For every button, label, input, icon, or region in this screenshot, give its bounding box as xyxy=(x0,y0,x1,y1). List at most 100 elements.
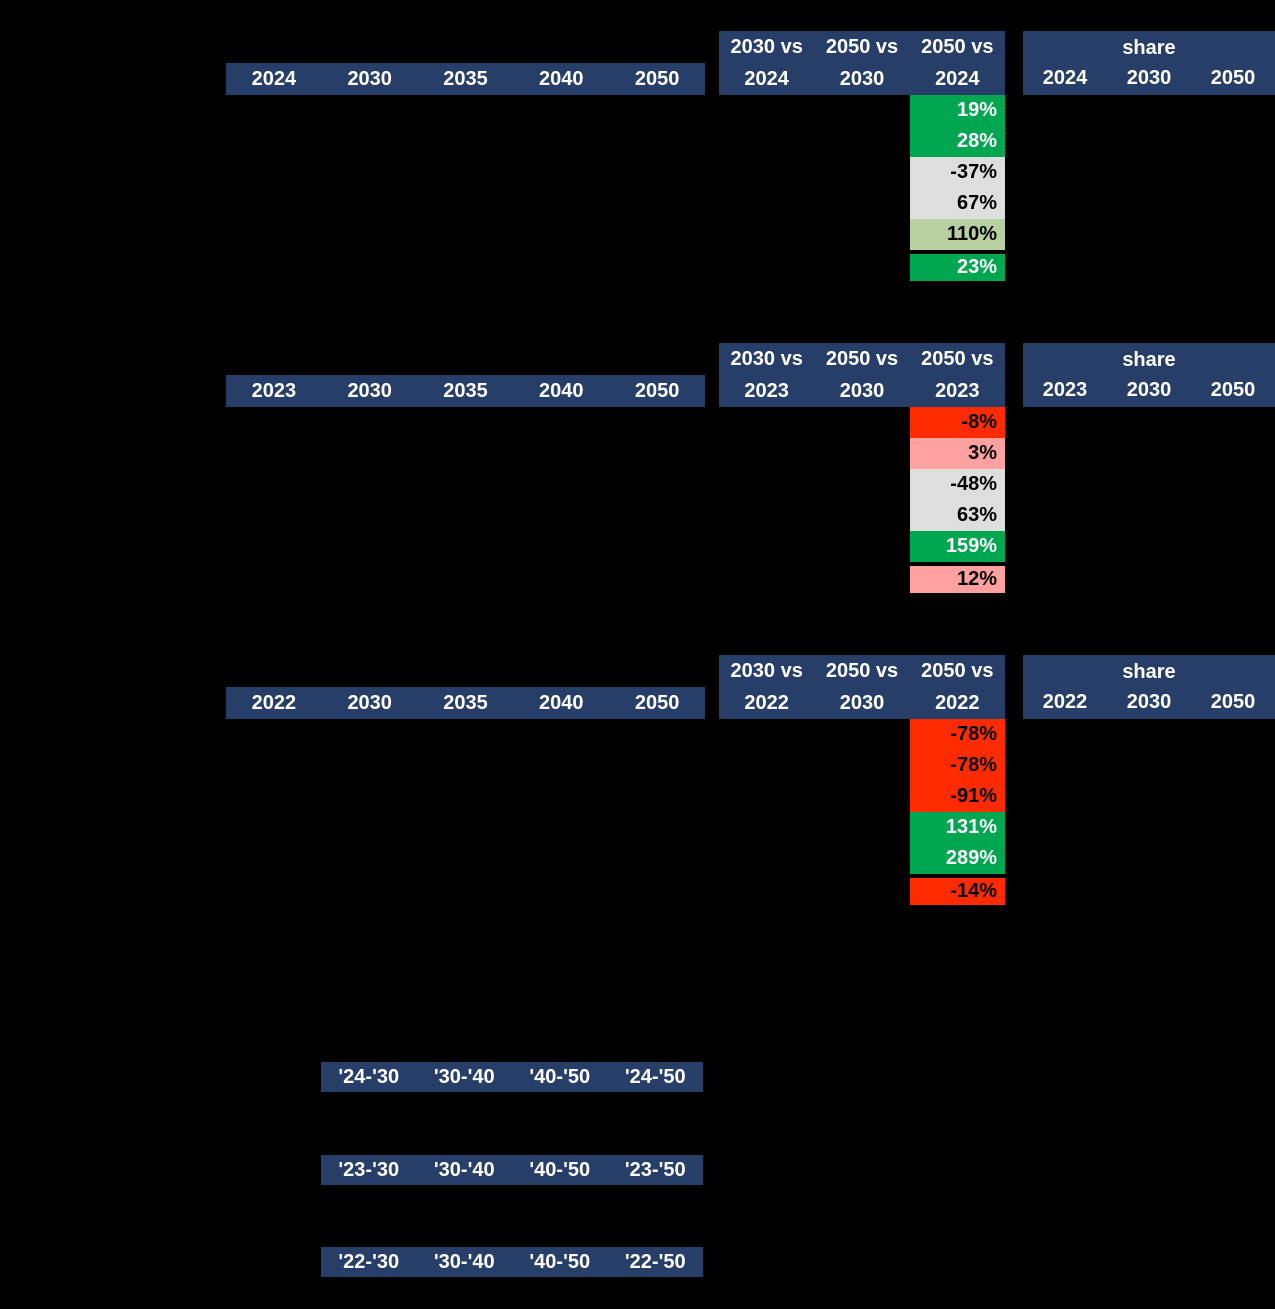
comparison-header-cell: 2050 vs 2030 xyxy=(814,343,909,407)
cell-gap xyxy=(910,562,1005,566)
share-year-cell: 2030 xyxy=(1126,67,1172,89)
period-header-cell: '30-'40 xyxy=(433,1159,495,1181)
year-header-cell: 2030 xyxy=(347,68,392,90)
change-cell: 63% xyxy=(910,500,1005,531)
comparison-header-line1: 2050 vs xyxy=(825,36,899,58)
comparison-header-line2: 2024 xyxy=(744,68,789,90)
change-cell: -78% xyxy=(910,750,1005,781)
comparison-header-cell: 2050 vs 2024 xyxy=(910,31,1005,95)
year-header-cell: 2040 xyxy=(539,692,584,714)
comparison-header-line1: 2030 vs xyxy=(730,348,803,370)
change-cell: -78% xyxy=(910,719,1005,750)
share-header-2022: share 2022 2030 2050 xyxy=(1023,655,1275,719)
change-cell: 159% xyxy=(910,531,1005,562)
comparison-header-line1: 2050 vs xyxy=(921,348,994,370)
year-header-cell: 2040 xyxy=(539,380,584,402)
change-cell: -48% xyxy=(910,469,1005,500)
total-change-cell: -14% xyxy=(910,878,1005,905)
change-cell: -8% xyxy=(910,407,1005,438)
period-header-cell: '30-'40 xyxy=(433,1251,495,1273)
comparison-header-2023: 2030 vs 2023 2050 vs 2030 2050 vs 2023 xyxy=(719,343,1005,407)
comparison-header-line2: 2030 xyxy=(839,692,885,714)
comparison-header-2022: 2030 vs 2022 2050 vs 2030 2050 vs 2022 xyxy=(719,655,1005,719)
change-cell: -91% xyxy=(910,781,1005,812)
cell-gap xyxy=(910,874,1005,878)
share-year-cell: 2050 xyxy=(1210,67,1256,89)
period-header-cell: '24-'50 xyxy=(624,1066,686,1088)
period-header-cell: '22-'50 xyxy=(624,1251,686,1273)
year-header-cell: 2030 xyxy=(347,692,392,714)
period-header-cell: '24-'30 xyxy=(338,1066,400,1088)
comparison-header-line2: 2022 xyxy=(935,692,980,714)
year-header-cell: 2022 xyxy=(251,692,297,714)
period-header-cell: '23-'30 xyxy=(338,1159,400,1181)
period-header-bar-22: '22-'30 '30-'40 '40-'50 '22-'50 xyxy=(321,1247,703,1277)
year-header-cell: 2035 xyxy=(443,692,488,714)
period-header-bar-23: '23-'30 '30-'40 '40-'50 '23-'50 xyxy=(321,1155,703,1185)
comparison-header-line2: 2022 xyxy=(744,692,789,714)
comparison-header-cell: 2030 vs 2023 xyxy=(719,343,814,407)
comparison-header-line1: 2030 vs xyxy=(730,36,803,58)
period-header-cell: '40-'50 xyxy=(529,1066,591,1088)
year-header-cell: 2050 xyxy=(634,692,680,714)
year-header-cell: 2035 xyxy=(443,68,488,90)
year-header-bar-2024: 2024 2030 2035 2040 2050 xyxy=(226,63,705,95)
change-cell: 67% xyxy=(910,188,1005,219)
share-year-cell: 2030 xyxy=(1126,691,1172,713)
comparison-header-cell: 2030 vs 2022 xyxy=(719,655,814,719)
period-header-cell: '23-'50 xyxy=(624,1159,686,1181)
share-year-cell: 2022 xyxy=(1042,691,1088,713)
cell-gap xyxy=(910,250,1005,254)
comparison-header-line1: 2050 vs xyxy=(825,348,899,370)
change-cell-stack-2023: -8% 3% -48% 63% 159% 12% xyxy=(910,407,1005,593)
period-header-cell: '40-'50 xyxy=(529,1251,591,1273)
share-year-cell: 2050 xyxy=(1210,379,1256,401)
change-cell: 110% xyxy=(910,219,1005,250)
comparison-header-2024: 2030 vs 2024 2050 vs 2030 2050 vs 2024 xyxy=(719,31,1005,95)
comparison-header-line2: 2024 xyxy=(935,68,980,90)
share-title: share xyxy=(1122,349,1176,371)
share-year-cell: 2023 xyxy=(1042,379,1088,401)
comparison-header-line2: 2023 xyxy=(935,380,980,402)
period-header-cell: '40-'50 xyxy=(529,1159,591,1181)
change-cell: 131% xyxy=(910,812,1005,843)
change-cell-stack-2022: -78% -78% -91% 131% 289% -14% xyxy=(910,719,1005,905)
year-header-cell: 2030 xyxy=(347,380,392,402)
comparison-header-line1: 2030 vs xyxy=(730,660,803,682)
comparison-header-cell: 2050 vs 2023 xyxy=(910,343,1005,407)
share-title: share xyxy=(1122,661,1176,683)
period-header-bar-24: '24-'30 '30-'40 '40-'50 '24-'50 xyxy=(321,1062,703,1092)
year-header-cell: 2050 xyxy=(634,68,680,90)
year-header-cell: 2024 xyxy=(251,68,297,90)
total-change-cell: 12% xyxy=(910,566,1005,593)
share-year-cell: 2030 xyxy=(1126,379,1172,401)
period-header-cell: '30-'40 xyxy=(433,1066,495,1088)
comparison-header-cell: 2030 vs 2024 xyxy=(719,31,814,95)
share-header-2023: share 2023 2030 2050 xyxy=(1023,343,1275,407)
comparison-header-line1: 2050 vs xyxy=(921,660,994,682)
change-cell: 19% xyxy=(910,95,1005,126)
change-cell: 289% xyxy=(910,843,1005,874)
share-header-2024: share 2024 2030 2050 xyxy=(1023,31,1275,95)
total-change-cell: 23% xyxy=(910,254,1005,281)
share-year-cell: 2024 xyxy=(1042,67,1088,89)
comparison-header-line2: 2030 xyxy=(839,380,885,402)
year-header-cell: 2050 xyxy=(634,380,680,402)
comparison-header-cell: 2050 vs 2030 xyxy=(814,31,909,95)
comparison-header-cell: 2050 vs 2030 xyxy=(814,655,909,719)
change-cell: -37% xyxy=(910,157,1005,188)
period-header-cell: '22-'30 xyxy=(338,1251,400,1273)
change-cell-stack-2024: 19% 28% -37% 67% 110% 23% xyxy=(910,95,1005,281)
comparison-header-cell: 2050 vs 2022 xyxy=(910,655,1005,719)
year-header-bar-2022: 2022 2030 2035 2040 2050 xyxy=(226,687,705,719)
comparison-header-line2: 2030 xyxy=(839,68,885,90)
share-year-cell: 2050 xyxy=(1210,691,1256,713)
change-cell: 28% xyxy=(910,126,1005,157)
comparison-header-line1: 2050 vs xyxy=(921,36,994,58)
share-title: share xyxy=(1122,37,1176,59)
year-header-cell: 2023 xyxy=(251,380,297,402)
comparison-header-line1: 2050 vs xyxy=(825,660,899,682)
change-cell: 3% xyxy=(910,438,1005,469)
year-header-bar-2023: 2023 2030 2035 2040 2050 xyxy=(226,375,705,407)
